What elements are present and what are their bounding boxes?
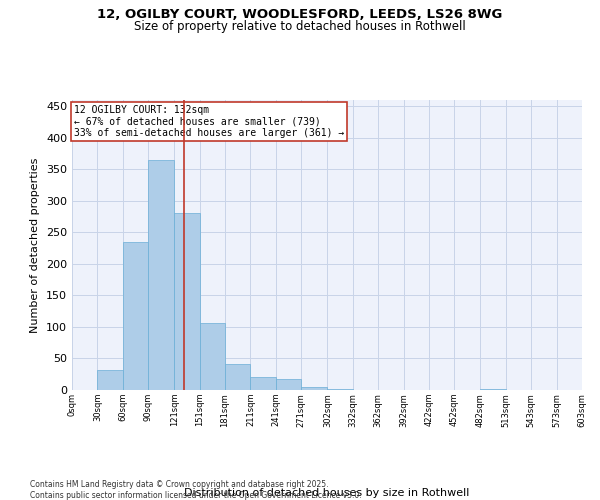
Text: 12 OGILBY COURT: 132sqm
← 67% of detached houses are smaller (739)
33% of semi-d: 12 OGILBY COURT: 132sqm ← 67% of detache…	[74, 105, 344, 138]
Text: Size of property relative to detached houses in Rothwell: Size of property relative to detached ho…	[134, 20, 466, 33]
Bar	[276, 380, 301, 390]
Bar	[225, 364, 250, 390]
Bar	[301, 387, 328, 390]
Text: 12, OGILBY COURT, WOODLESFORD, LEEDS, LS26 8WG: 12, OGILBY COURT, WOODLESFORD, LEEDS, LS…	[97, 8, 503, 20]
Y-axis label: Number of detached properties: Number of detached properties	[31, 158, 40, 332]
Bar	[250, 378, 276, 390]
Text: Distribution of detached houses by size in Rothwell: Distribution of detached houses by size …	[184, 488, 470, 498]
Bar	[148, 160, 175, 390]
Bar	[175, 213, 200, 390]
Text: Contains HM Land Registry data © Crown copyright and database right 2025.
Contai: Contains HM Land Registry data © Crown c…	[30, 480, 362, 500]
Bar	[200, 323, 225, 390]
Bar	[123, 242, 148, 390]
Bar	[97, 370, 123, 390]
